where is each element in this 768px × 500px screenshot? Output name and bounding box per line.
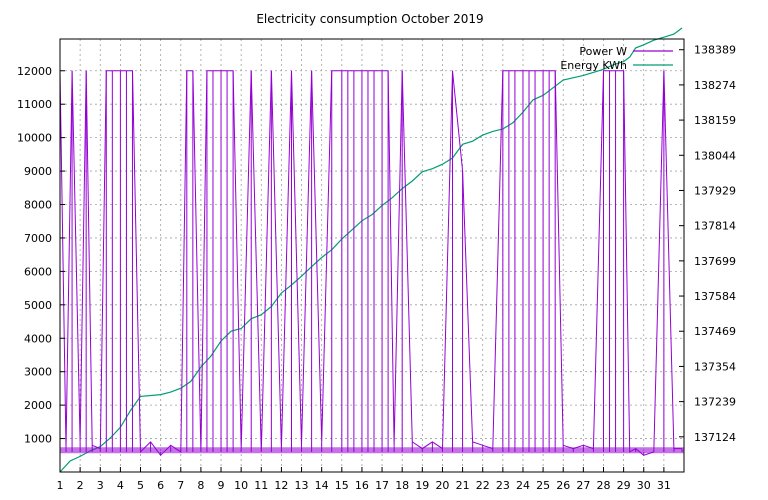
x-tick-label: 16 xyxy=(355,479,369,492)
y2-tick-label: 137354 xyxy=(694,360,736,373)
y2-tick-label: 137814 xyxy=(694,220,736,233)
y-tick-label: 11000 xyxy=(17,98,52,111)
y2-tick-label: 138274 xyxy=(694,79,736,92)
x-tick-label: 18 xyxy=(395,479,409,492)
x-tick-label: 9 xyxy=(218,479,225,492)
x-tick-label: 15 xyxy=(335,479,349,492)
y-tick-label: 9000 xyxy=(24,165,52,178)
x-tick-label: 20 xyxy=(435,479,449,492)
y2-tick-label: 138389 xyxy=(694,44,736,57)
y2-tick-label: 137124 xyxy=(694,431,736,444)
y-tick-label: 1000 xyxy=(24,433,52,446)
y-tick-label: 6000 xyxy=(24,265,52,278)
x-tick-label: 11 xyxy=(254,479,268,492)
x-tick-label: 7 xyxy=(177,479,184,492)
x-tick-label: 19 xyxy=(415,479,429,492)
y2-tick-label: 137699 xyxy=(694,255,736,268)
ticks-layer: 1 2 3 4 5 6 7 8 9 10 11 12 13 14 15 16 17 18 19 20 21 22 23 24 2… xyxy=(17,44,736,492)
energy-line xyxy=(59,27,683,473)
x-tick-label: 21 xyxy=(456,479,470,492)
x-tick-label: 26 xyxy=(556,479,570,492)
x-tick-label: 23 xyxy=(496,479,510,492)
y-tick-label: 10000 xyxy=(17,132,52,145)
power-series-layer xyxy=(59,70,684,457)
y-tick-label: 12000 xyxy=(17,65,52,78)
y2-tick-label: 137584 xyxy=(694,290,736,303)
x-tick-label: 2 xyxy=(77,479,84,492)
x-tick-label: 10 xyxy=(234,479,248,492)
chart-title: Electricity consumption October 2019 xyxy=(256,12,483,26)
x-tick-label: 27 xyxy=(576,479,590,492)
x-tick-label: 14 xyxy=(315,479,329,492)
y2-tick-label: 137929 xyxy=(694,184,736,197)
x-tick-label: 24 xyxy=(516,479,530,492)
x-tick-label: 8 xyxy=(197,479,204,492)
y2-tick-label: 138044 xyxy=(694,149,736,162)
energy-series-layer xyxy=(59,27,683,473)
x-tick-label: 25 xyxy=(536,479,550,492)
x-tick-label: 22 xyxy=(476,479,490,492)
legend-label-energy: Energy KWh xyxy=(560,59,627,72)
y2-tick-label: 138159 xyxy=(694,114,736,127)
x-tick-label: 5 xyxy=(137,479,144,492)
x-tick-label: 6 xyxy=(157,479,164,492)
x-tick-label: 31 xyxy=(657,479,671,492)
y-tick-label: 5000 xyxy=(24,299,52,312)
x-tick-label: 29 xyxy=(617,479,631,492)
x-tick-label: 3 xyxy=(97,479,104,492)
x-tick-label: 30 xyxy=(637,479,651,492)
legend: Power W Energy KWh xyxy=(560,45,673,72)
y-tick-label: 4000 xyxy=(24,332,52,345)
x-tick-label: 28 xyxy=(596,479,610,492)
y2-tick-label: 137239 xyxy=(694,396,736,409)
x-tick-label: 17 xyxy=(375,479,389,492)
plot-border xyxy=(59,38,685,473)
legend-label-power: Power W xyxy=(579,45,627,58)
y-tick-label: 8000 xyxy=(24,199,52,212)
y-tick-label: 2000 xyxy=(24,399,52,412)
y2-tick-label: 137469 xyxy=(694,325,736,338)
x-tick-label: 13 xyxy=(295,479,309,492)
x-tick-label: 1 xyxy=(57,479,64,492)
y-tick-label: 7000 xyxy=(24,232,52,245)
x-tick-label: 12 xyxy=(274,479,288,492)
y-tick-label: 3000 xyxy=(24,366,52,379)
x-tick-label: 4 xyxy=(117,479,124,492)
